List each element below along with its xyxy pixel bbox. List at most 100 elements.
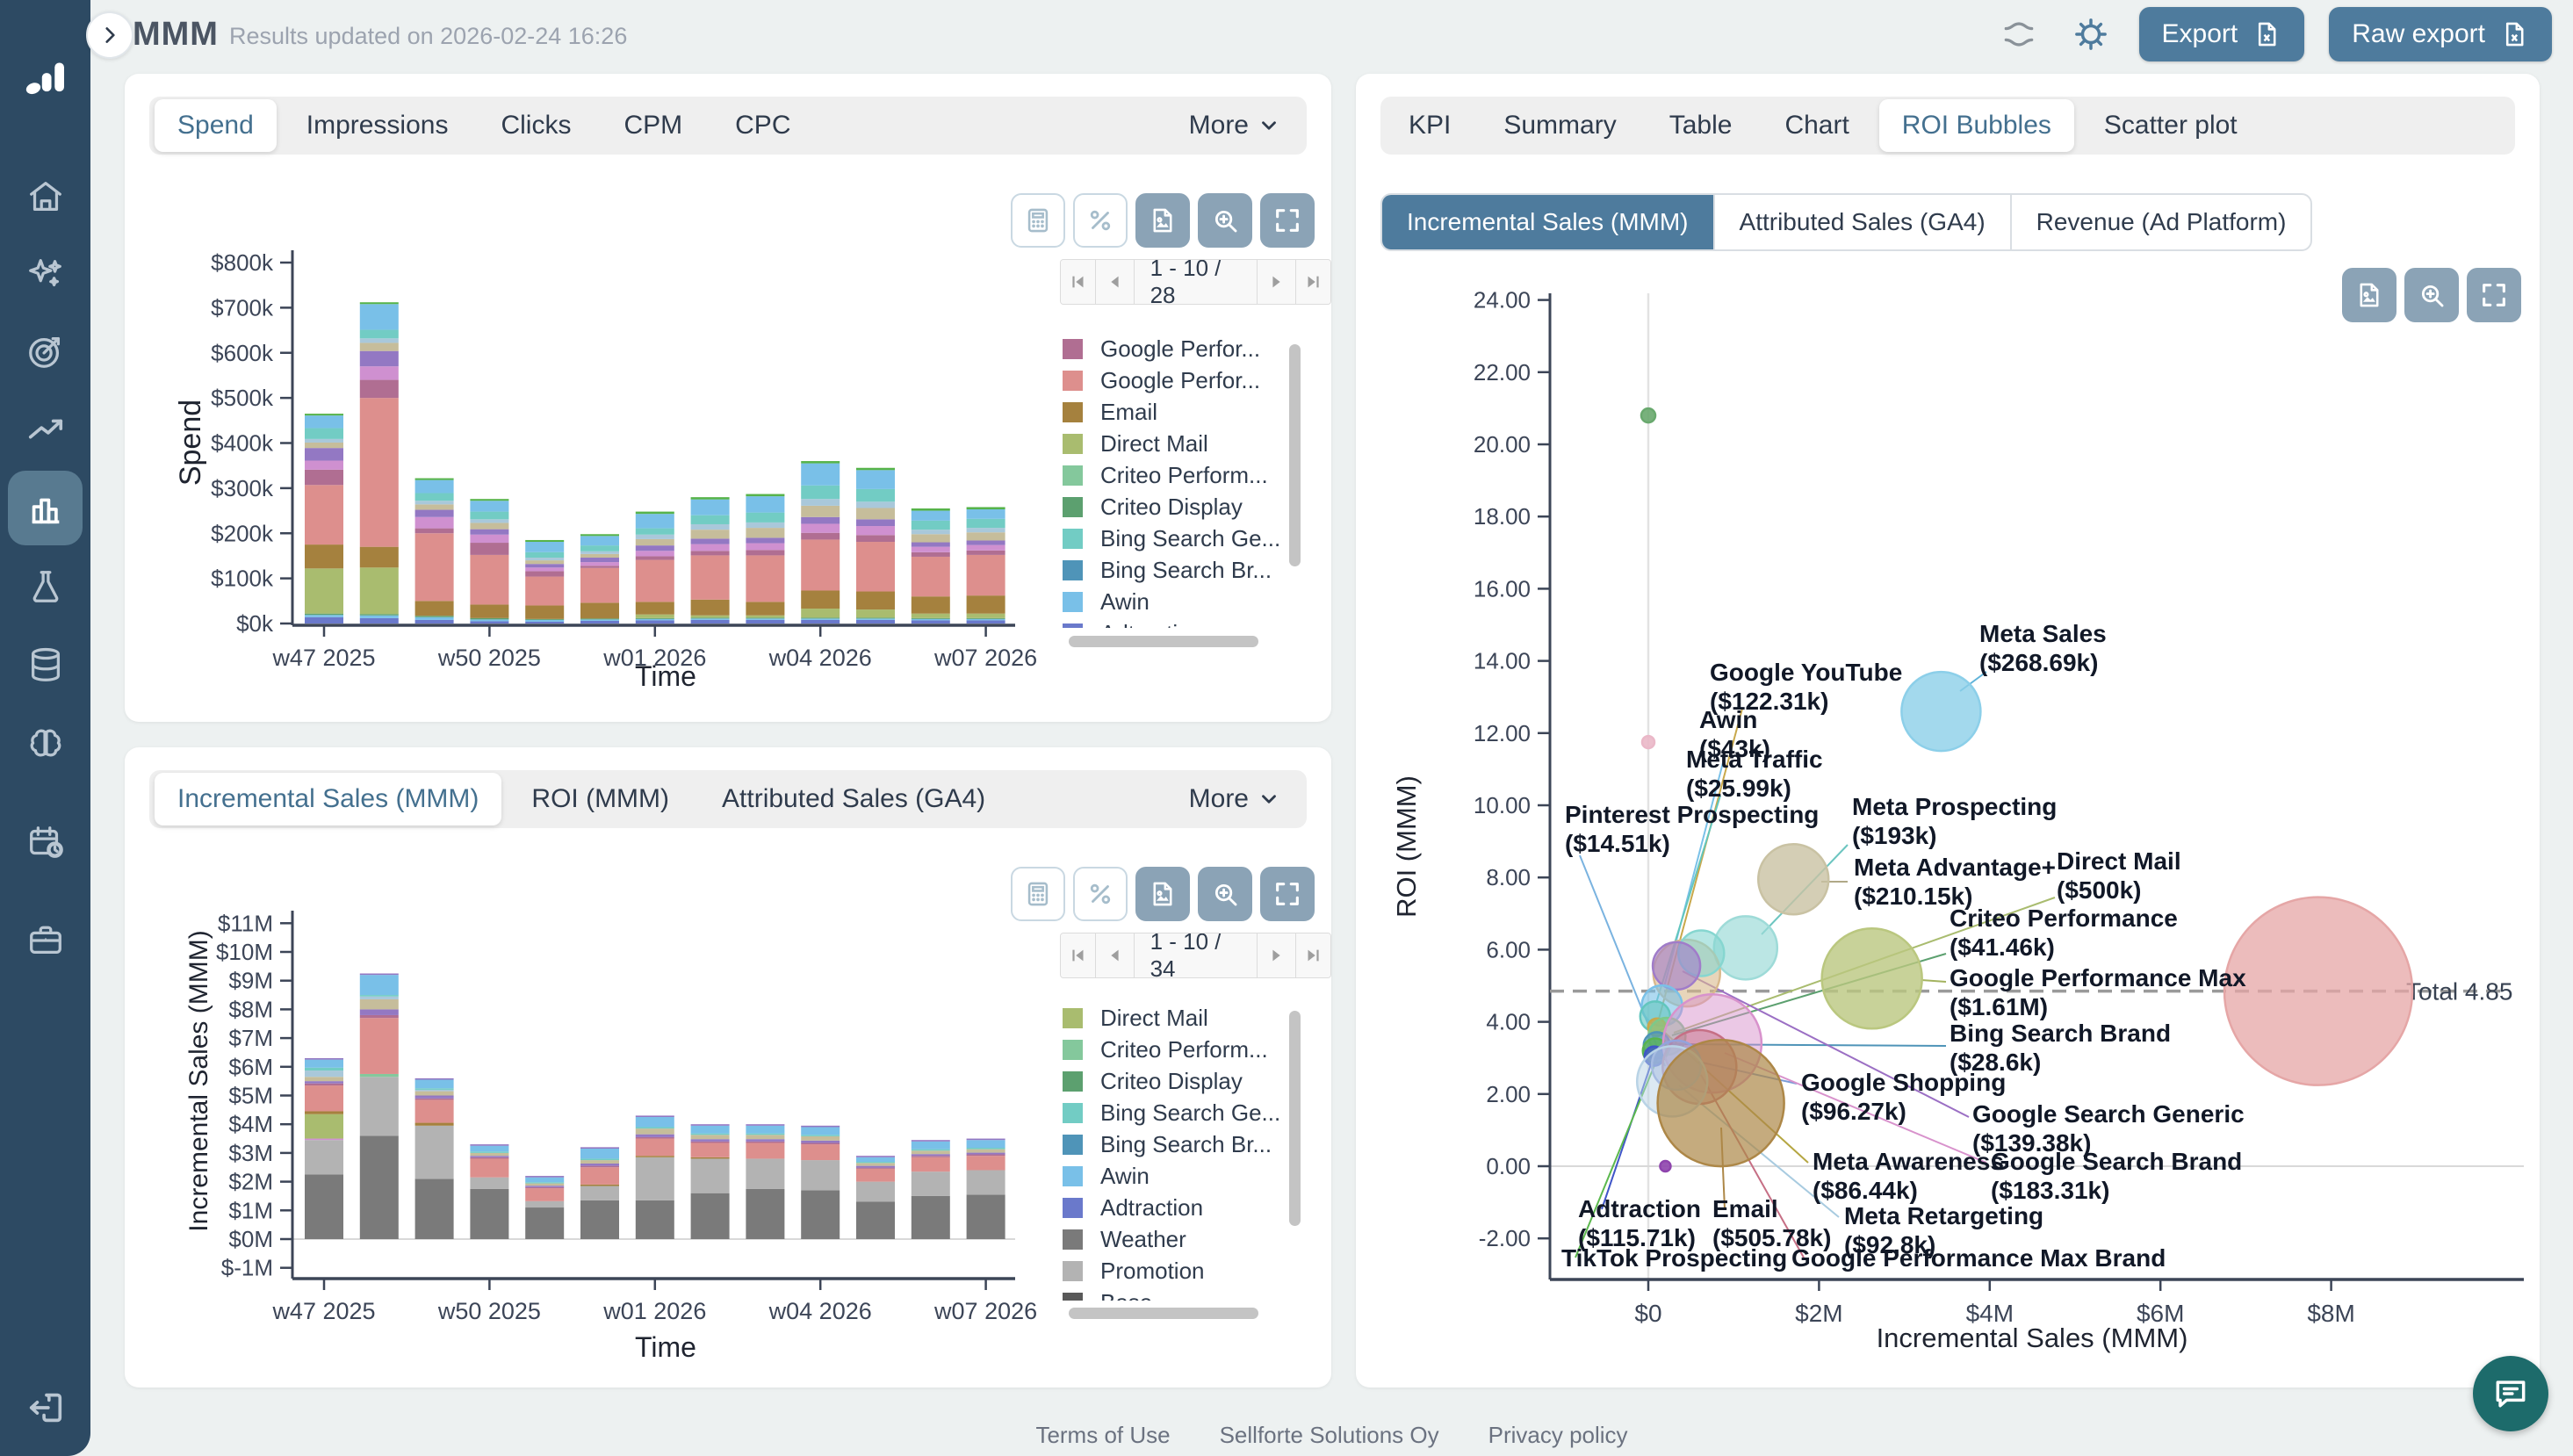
bubble-total[interactable] [2223,896,2414,1086]
bar-segment[interactable] [746,1188,785,1239]
bar-segment[interactable] [856,470,895,489]
bar-segment[interactable] [856,1162,895,1164]
bar-segment[interactable] [305,1070,343,1078]
tab-impressions[interactable]: Impressions [306,111,449,140]
bar-segment[interactable] [911,530,950,535]
legend-item[interactable]: Google Perfor... [1063,333,1282,364]
bubble-email[interactable] [1656,1038,1785,1168]
bar-segment[interactable] [690,619,730,623]
bar-segment[interactable] [966,1156,1005,1171]
bar-segment[interactable] [856,618,895,620]
bar-segment[interactable] [635,511,674,515]
bar-segment[interactable] [359,342,399,351]
legend-item[interactable]: Bing Search Ge... [1063,523,1282,554]
bar-segment[interactable] [305,613,343,616]
bubble-google-performance-max[interactable] [1820,927,1923,1030]
bar-segment[interactable] [580,1148,619,1159]
bar-segment[interactable] [414,516,454,529]
sidebar-item-logout[interactable] [8,1370,83,1445]
bar-segment[interactable] [690,1158,730,1193]
bar-segment[interactable] [856,508,895,520]
bar-segment[interactable] [470,534,509,544]
bar-segment[interactable] [305,438,343,443]
bar-segment[interactable] [305,1067,343,1071]
bar-segment[interactable] [690,551,730,556]
bar-segment[interactable] [690,615,730,618]
bar-segment[interactable] [470,1177,509,1189]
bar-segment[interactable] [635,556,674,560]
bar-segment[interactable] [525,618,565,620]
legend-item[interactable]: Direct Mail [1063,1002,1282,1034]
bar-segment[interactable] [690,617,730,619]
bar-segment[interactable] [359,350,399,367]
legend-item[interactable]: Google Perfor... [1063,364,1282,396]
bar-segment[interactable] [635,545,674,551]
bar-segment[interactable] [746,617,785,619]
bar-segment[interactable] [966,618,1005,621]
chat-widget-button[interactable] [2473,1356,2548,1431]
bar-segment[interactable] [305,469,343,486]
bar-segment[interactable] [305,615,343,617]
bar-segment[interactable] [580,618,619,620]
bar-segment[interactable] [580,1163,619,1166]
bar-segment[interactable] [746,543,785,551]
compare-icon[interactable] [1995,11,2043,58]
bar-segment[interactable] [635,617,674,619]
bar-segment[interactable] [580,536,619,546]
bar-segment[interactable] [746,522,785,529]
next-page-button[interactable] [1257,933,1295,977]
bar-segment[interactable] [359,338,399,343]
bar-segment[interactable] [470,1156,509,1157]
bar-segment[interactable] [911,613,950,618]
bar-segment[interactable] [635,1138,674,1157]
bar-segment[interactable] [911,1154,950,1157]
bar-segment[interactable] [746,615,785,618]
bar-segment[interactable] [856,1167,895,1169]
bar-segment[interactable] [801,461,840,464]
bar-segment[interactable] [525,539,565,543]
zoom-button[interactable] [1198,867,1252,921]
legend-item[interactable]: Criteo Perform... [1063,459,1282,491]
tab-clicks[interactable]: Clicks [501,111,572,140]
bar-segment[interactable] [856,619,895,623]
bar-segment[interactable] [305,1083,343,1086]
bar-segment[interactable] [580,1186,619,1200]
bar-segment[interactable] [470,543,509,555]
bar-segment[interactable] [690,515,730,524]
bar-segment[interactable] [525,564,565,568]
legend-item[interactable]: Bing Search Ge... [1063,1097,1282,1128]
bar-segment[interactable] [359,998,399,1010]
bar-segment[interactable] [801,609,840,618]
bar-segment[interactable] [635,1136,674,1139]
raw-export-button[interactable]: Raw export [2329,7,2552,61]
bar-segment[interactable] [359,973,399,976]
bar-segment[interactable] [305,1174,343,1239]
bar-segment[interactable] [470,621,509,623]
zoom-button[interactable] [2404,268,2459,322]
sidebar-item-business[interactable] [8,902,83,977]
bubble-green-bubble[interactable] [1647,1016,1687,1056]
tab-chart[interactable]: Chart [1784,111,1849,140]
bar-segment[interactable] [746,1133,785,1135]
bar-segment[interactable] [305,442,343,449]
bar-segment[interactable] [580,557,619,563]
bar-segment[interactable] [635,1200,674,1239]
bubble-navy-bubble[interactable] [1643,1045,1666,1067]
bar-segment[interactable] [414,1098,454,1100]
bar-segment[interactable] [470,1151,509,1153]
bar-segment[interactable] [966,1152,1005,1155]
bar-segment[interactable] [525,1182,565,1184]
more-dropdown[interactable]: More [1168,111,1301,141]
bar-segment[interactable] [801,539,840,591]
bar-segment[interactable] [801,1127,840,1135]
bar-segment[interactable] [911,542,950,547]
bar-segment[interactable] [359,329,399,339]
bar-segment[interactable] [635,1117,674,1128]
bar-segment[interactable] [966,1154,1005,1157]
bar-segment[interactable] [966,518,1005,529]
bar-segment[interactable] [635,528,674,535]
bar-segment[interactable] [525,542,565,552]
bar-segment[interactable] [690,1157,730,1159]
bar-segment[interactable] [414,1099,454,1123]
tab-kpi[interactable]: KPI [1409,111,1452,140]
